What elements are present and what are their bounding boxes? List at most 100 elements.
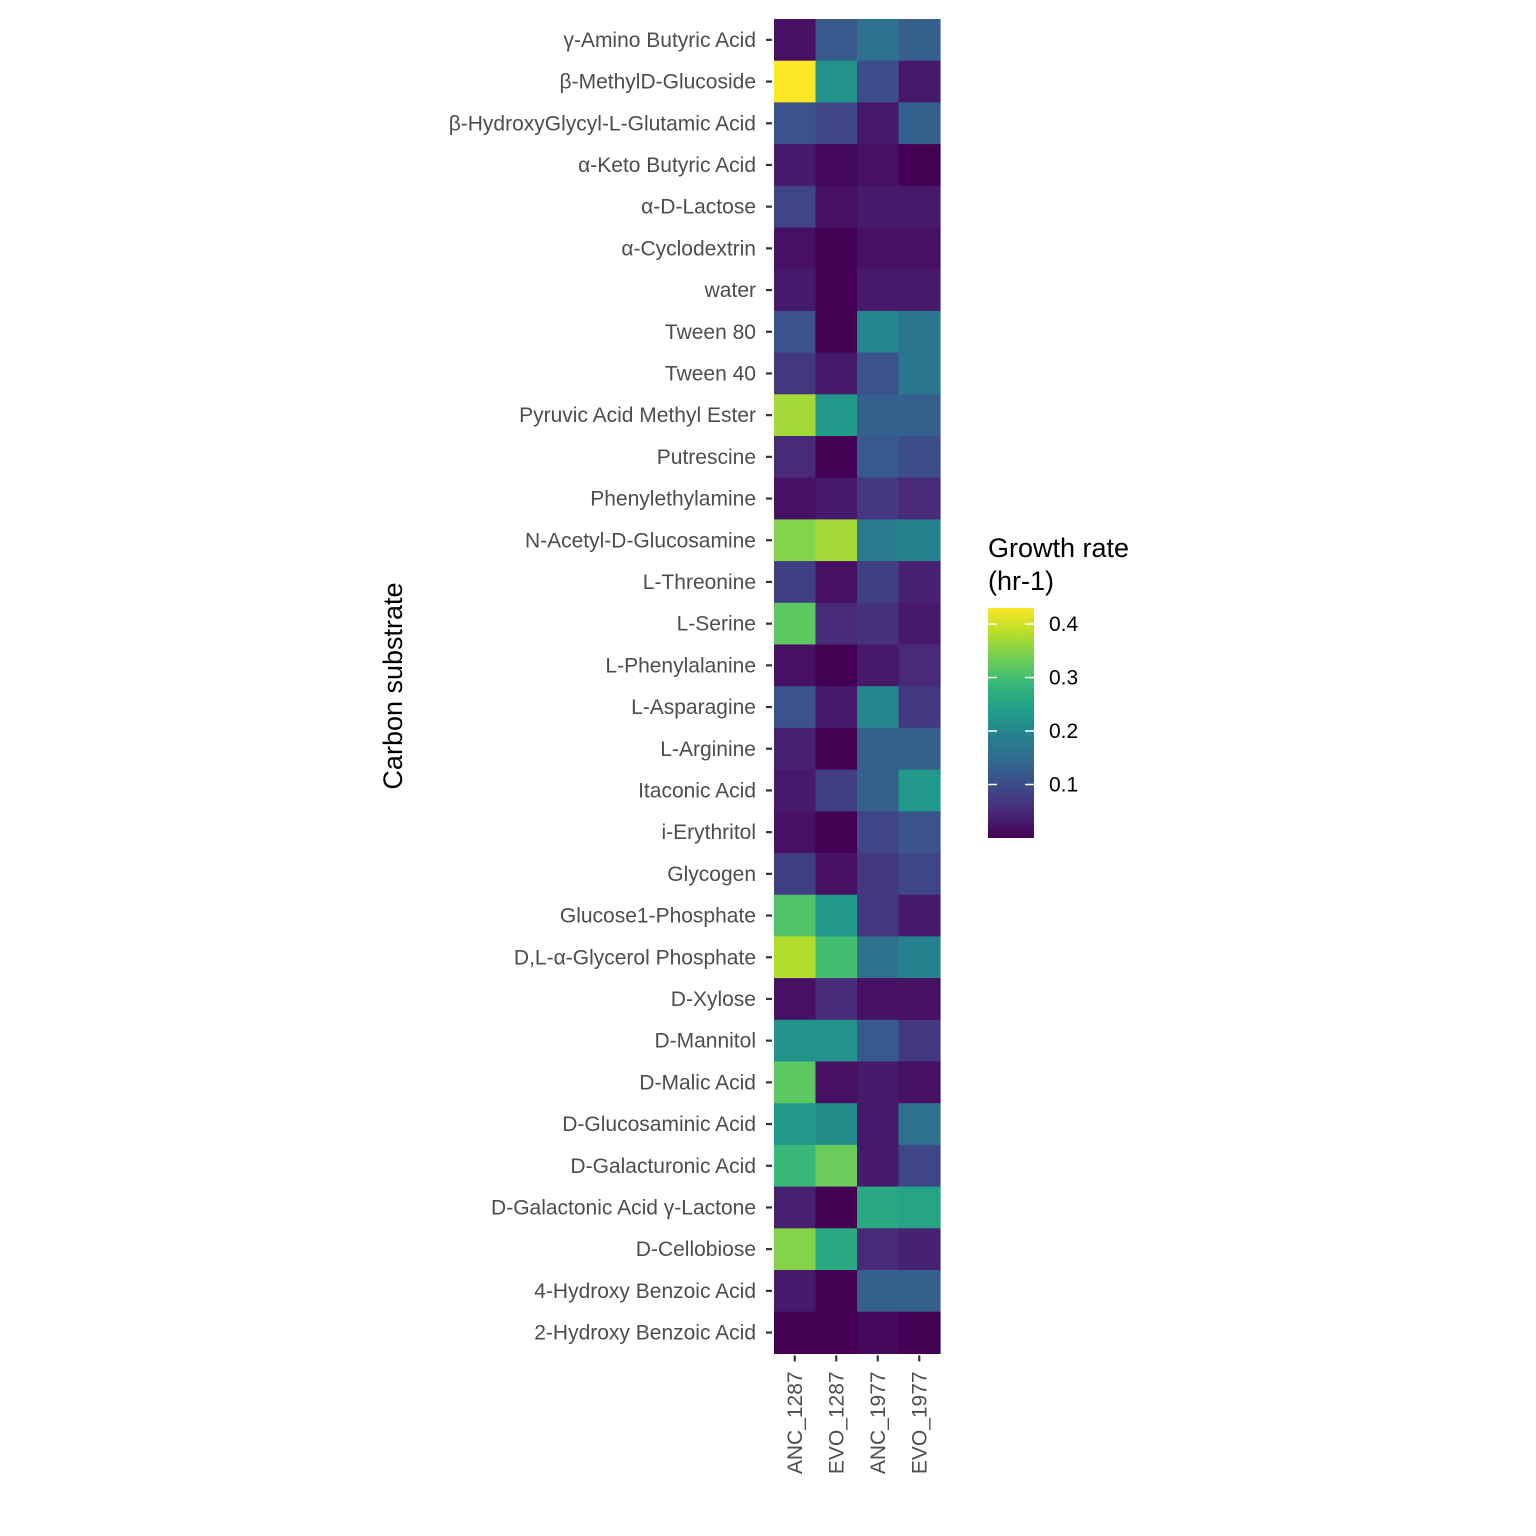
heatmap-cell — [898, 144, 941, 187]
y-tick-label: γ-Amino Butyric Acid — [563, 29, 756, 52]
heatmap-cell — [774, 436, 817, 479]
heatmap-cell — [857, 1144, 900, 1188]
heatmap-cell — [857, 1103, 900, 1146]
heatmap-cell — [815, 227, 858, 270]
heatmap-cell — [857, 1311, 900, 1354]
heatmap-cell — [857, 727, 900, 771]
heatmap-cell — [774, 477, 817, 520]
heatmap-cell — [774, 1228, 817, 1271]
heatmap-cell — [774, 644, 817, 687]
heatmap-cell — [857, 686, 900, 729]
x-tick-label: ANC_1977 — [867, 1371, 890, 1474]
heatmap-cell — [774, 686, 817, 729]
heatmap-cell — [815, 978, 858, 1021]
heatmap-cell — [774, 1311, 817, 1354]
y-tick-label: i-Erythritol — [661, 821, 756, 844]
y-tick-label: D,L-α-Glycerol Phosphate — [514, 946, 756, 969]
heatmap-cell — [815, 1186, 858, 1229]
heatmap-cell — [898, 1103, 941, 1146]
heatmap-cell — [898, 19, 941, 62]
heatmap-cell — [898, 1019, 941, 1063]
y-tick-label: β-HydroxyGlycyl-L-Glutamic Acid — [449, 112, 756, 135]
heatmap-cell — [898, 1186, 941, 1229]
heatmap-cell — [898, 1061, 941, 1104]
heatmap-cell — [857, 1270, 900, 1313]
legend-colorbar — [988, 608, 1034, 838]
heatmap-cell — [857, 477, 900, 520]
y-tick-label: Itaconic Acid — [638, 779, 756, 802]
y-tick-label: D-Glucosaminic Acid — [562, 1113, 756, 1136]
heatmap-cell — [857, 310, 900, 354]
heatmap-cell — [815, 1103, 858, 1146]
heatmap-cell — [774, 19, 817, 62]
heatmap-cell — [857, 1019, 900, 1063]
y-tick-label: L-Threonine — [643, 571, 756, 594]
y-tick-label: D-Xylose — [671, 988, 756, 1011]
heatmap-cell — [857, 102, 900, 145]
heatmap-cell — [898, 978, 941, 1021]
heatmap-cell — [898, 561, 941, 604]
heatmap-cell — [774, 310, 817, 354]
y-tick-label: α-Keto Butyric Acid — [578, 154, 756, 177]
heatmap-cell — [774, 1144, 817, 1188]
heatmap-cell — [815, 102, 858, 145]
legend-tick-label: 0.4 — [1049, 613, 1079, 636]
x-axis: ANC_1287 EVO_1287 ANC_1977 EVO_1977 — [784, 1355, 931, 1474]
heatmap-cell — [898, 394, 941, 437]
heatmap-cell — [774, 811, 817, 854]
y-tick-label: Tween 80 — [665, 321, 756, 344]
heatmap-cell — [857, 894, 900, 937]
y-tick-label: β-MethylD-Glucoside — [560, 71, 756, 94]
heatmap-cell — [774, 60, 817, 103]
heatmap-cell — [898, 310, 941, 354]
heatmap-cell — [774, 1061, 817, 1104]
y-tick-label: L-Serine — [677, 613, 756, 636]
y-axis-title: Carbon substrate — [378, 582, 408, 789]
heatmap-cell — [898, 436, 941, 479]
heatmap-cell — [774, 185, 817, 229]
y-tick-label: Putrescine — [657, 446, 756, 469]
heatmap-cell — [815, 1270, 858, 1313]
heatmap-cell — [815, 727, 858, 771]
y-tick-label: L-Asparagine — [631, 696, 756, 719]
heatmap-cell — [857, 394, 900, 437]
heatmap-cell — [815, 1228, 858, 1271]
heatmap-cell — [898, 1311, 941, 1354]
y-tick-label: Pyruvic Acid Methyl Ester — [519, 404, 756, 427]
legend-tick-label: 0.3 — [1049, 667, 1078, 690]
heatmap-cell — [774, 602, 817, 646]
heatmap-cell — [774, 936, 817, 979]
heatmap-cell — [898, 894, 941, 937]
heatmap-cell — [774, 144, 817, 187]
y-tick-label: D-Mannitol — [654, 1030, 756, 1053]
heatmap-cell — [898, 477, 941, 520]
heatmap-cell — [857, 60, 900, 103]
heatmap-cell — [857, 978, 900, 1021]
heatmap-cell — [815, 477, 858, 520]
heatmap-cell — [815, 894, 858, 937]
legend: Growth rate (hr-1) 0.1 0.2 0.3 0.4 — [988, 533, 1129, 838]
heatmap-cell — [898, 519, 941, 562]
heatmap-cell — [774, 769, 817, 812]
heatmap-cell — [774, 227, 817, 270]
heatmap-cell — [815, 686, 858, 729]
heatmap-cell — [774, 394, 817, 437]
y-axis: γ-Amino Butyric Acid β-MethylD-Glucoside β… — [449, 29, 772, 1345]
y-tick-label: D-Cellobiose — [636, 1238, 756, 1261]
heatmap-cell — [774, 102, 817, 145]
y-tick-label: water — [704, 279, 756, 302]
y-tick-label: N-Acetyl-D-Glucosamine — [525, 529, 756, 552]
heatmap-cell — [815, 644, 858, 687]
y-tick-label: 2-Hydroxy Benzoic Acid — [534, 1322, 756, 1345]
heatmap-cell — [898, 352, 941, 395]
heatmap-cell — [898, 602, 941, 646]
heatmap-cell — [774, 894, 817, 937]
y-tick-label: L-Arginine — [660, 738, 756, 761]
x-tick-label: EVO_1977 — [908, 1371, 931, 1474]
heatmap-cell — [898, 185, 941, 229]
heatmap-cell — [857, 769, 900, 812]
heatmap-cell — [774, 1103, 817, 1146]
heatmap-cell — [898, 1144, 941, 1188]
heatmap-cell — [898, 769, 941, 812]
heatmap-cell — [774, 1019, 817, 1063]
